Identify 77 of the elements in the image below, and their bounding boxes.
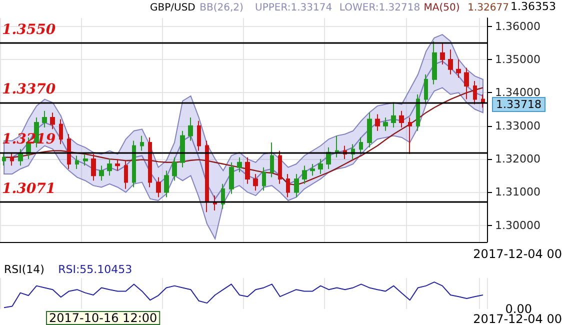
candlestick — [448, 49, 453, 75]
chart-title: RSI(14) — [4, 263, 44, 276]
candlestick — [408, 117, 412, 155]
candlestick — [50, 112, 55, 130]
candlestick — [197, 120, 201, 152]
text: 2017-12-04 00 — [473, 312, 562, 325]
y-tick-label: 1.30000 — [495, 218, 540, 232]
candlestick — [10, 152, 14, 166]
candlestick — [359, 136, 363, 155]
candlestick — [83, 154, 88, 166]
text: 1.33718 — [496, 98, 542, 111]
ref-line-label: 1.3071 — [2, 180, 56, 197]
text: 1.32677 — [468, 2, 509, 14]
candlestick — [286, 173, 290, 198]
ref-line-label: 1.3550 — [2, 22, 56, 38]
text: 1.36353 — [510, 0, 556, 13]
candlestick — [335, 135, 339, 158]
candlestick — [367, 112, 372, 148]
candlestick — [188, 117, 193, 142]
chart-title: GBP/USD — [150, 2, 196, 14]
candlestick — [262, 166, 266, 192]
candlestick — [481, 94, 485, 108]
candlestick — [391, 102, 396, 128]
candlestick — [221, 183, 225, 210]
candlestick — [91, 154, 96, 182]
candlestick — [440, 42, 445, 65]
y-tick-label: 1.35000 — [495, 52, 540, 66]
text: 2017-12-04 00 — [473, 247, 562, 261]
candlestick — [59, 118, 63, 145]
text: LOWER:1.32718 — [339, 2, 420, 14]
candlestick — [107, 158, 112, 176]
candlestick — [164, 170, 169, 198]
y-tick-label: 1.33000 — [495, 119, 540, 132]
candlestick — [456, 58, 461, 78]
candlestick — [132, 140, 136, 188]
text: 2017-10-16 12:00 — [49, 311, 158, 325]
candlestick — [115, 158, 120, 172]
candlestick — [432, 40, 437, 85]
candlestick — [245, 156, 250, 184]
y-tick-label: 1.34000 — [495, 86, 540, 100]
candlestick — [124, 160, 128, 190]
candlestick — [416, 94, 420, 132]
candlestick — [237, 156, 242, 173]
text: UPPER:1.33174 — [255, 2, 332, 14]
candlestick — [424, 74, 428, 105]
candlestick — [318, 158, 323, 174]
candlestick — [464, 67, 469, 100]
candlestick — [99, 165, 104, 182]
candlestick — [399, 110, 404, 128]
y-tick-label: 1.31000 — [495, 186, 540, 199]
candlestick — [18, 148, 23, 166]
candlestick — [294, 173, 299, 198]
candlestick — [310, 164, 315, 176]
candlestick — [270, 142, 274, 178]
candlestick — [205, 140, 209, 213]
candlestick — [148, 136, 152, 188]
candlestick — [375, 114, 380, 132]
candlestick — [2, 152, 6, 166]
candlestick — [302, 165, 307, 184]
candlestick — [229, 162, 234, 194]
text: BB(26,2) — [200, 2, 244, 14]
text: RSI:55.10453 — [58, 263, 132, 276]
candlestick — [67, 134, 71, 170]
y-tick-label: 1.32000 — [495, 152, 540, 166]
candlestick — [253, 173, 258, 192]
y-tick-label: 1.36000 — [495, 20, 540, 33]
text: MA(50) — [424, 2, 460, 14]
candlestick — [383, 117, 388, 132]
candlestick — [180, 130, 185, 168]
ref-line-label: 1.3370 — [2, 82, 56, 98]
candlestick — [156, 176, 161, 198]
candlestick — [75, 155, 79, 170]
candlestick — [473, 80, 477, 105]
candlestick — [42, 110, 47, 128]
candlestick — [172, 156, 177, 182]
candlestick — [278, 150, 282, 184]
candlestick — [140, 135, 144, 152]
